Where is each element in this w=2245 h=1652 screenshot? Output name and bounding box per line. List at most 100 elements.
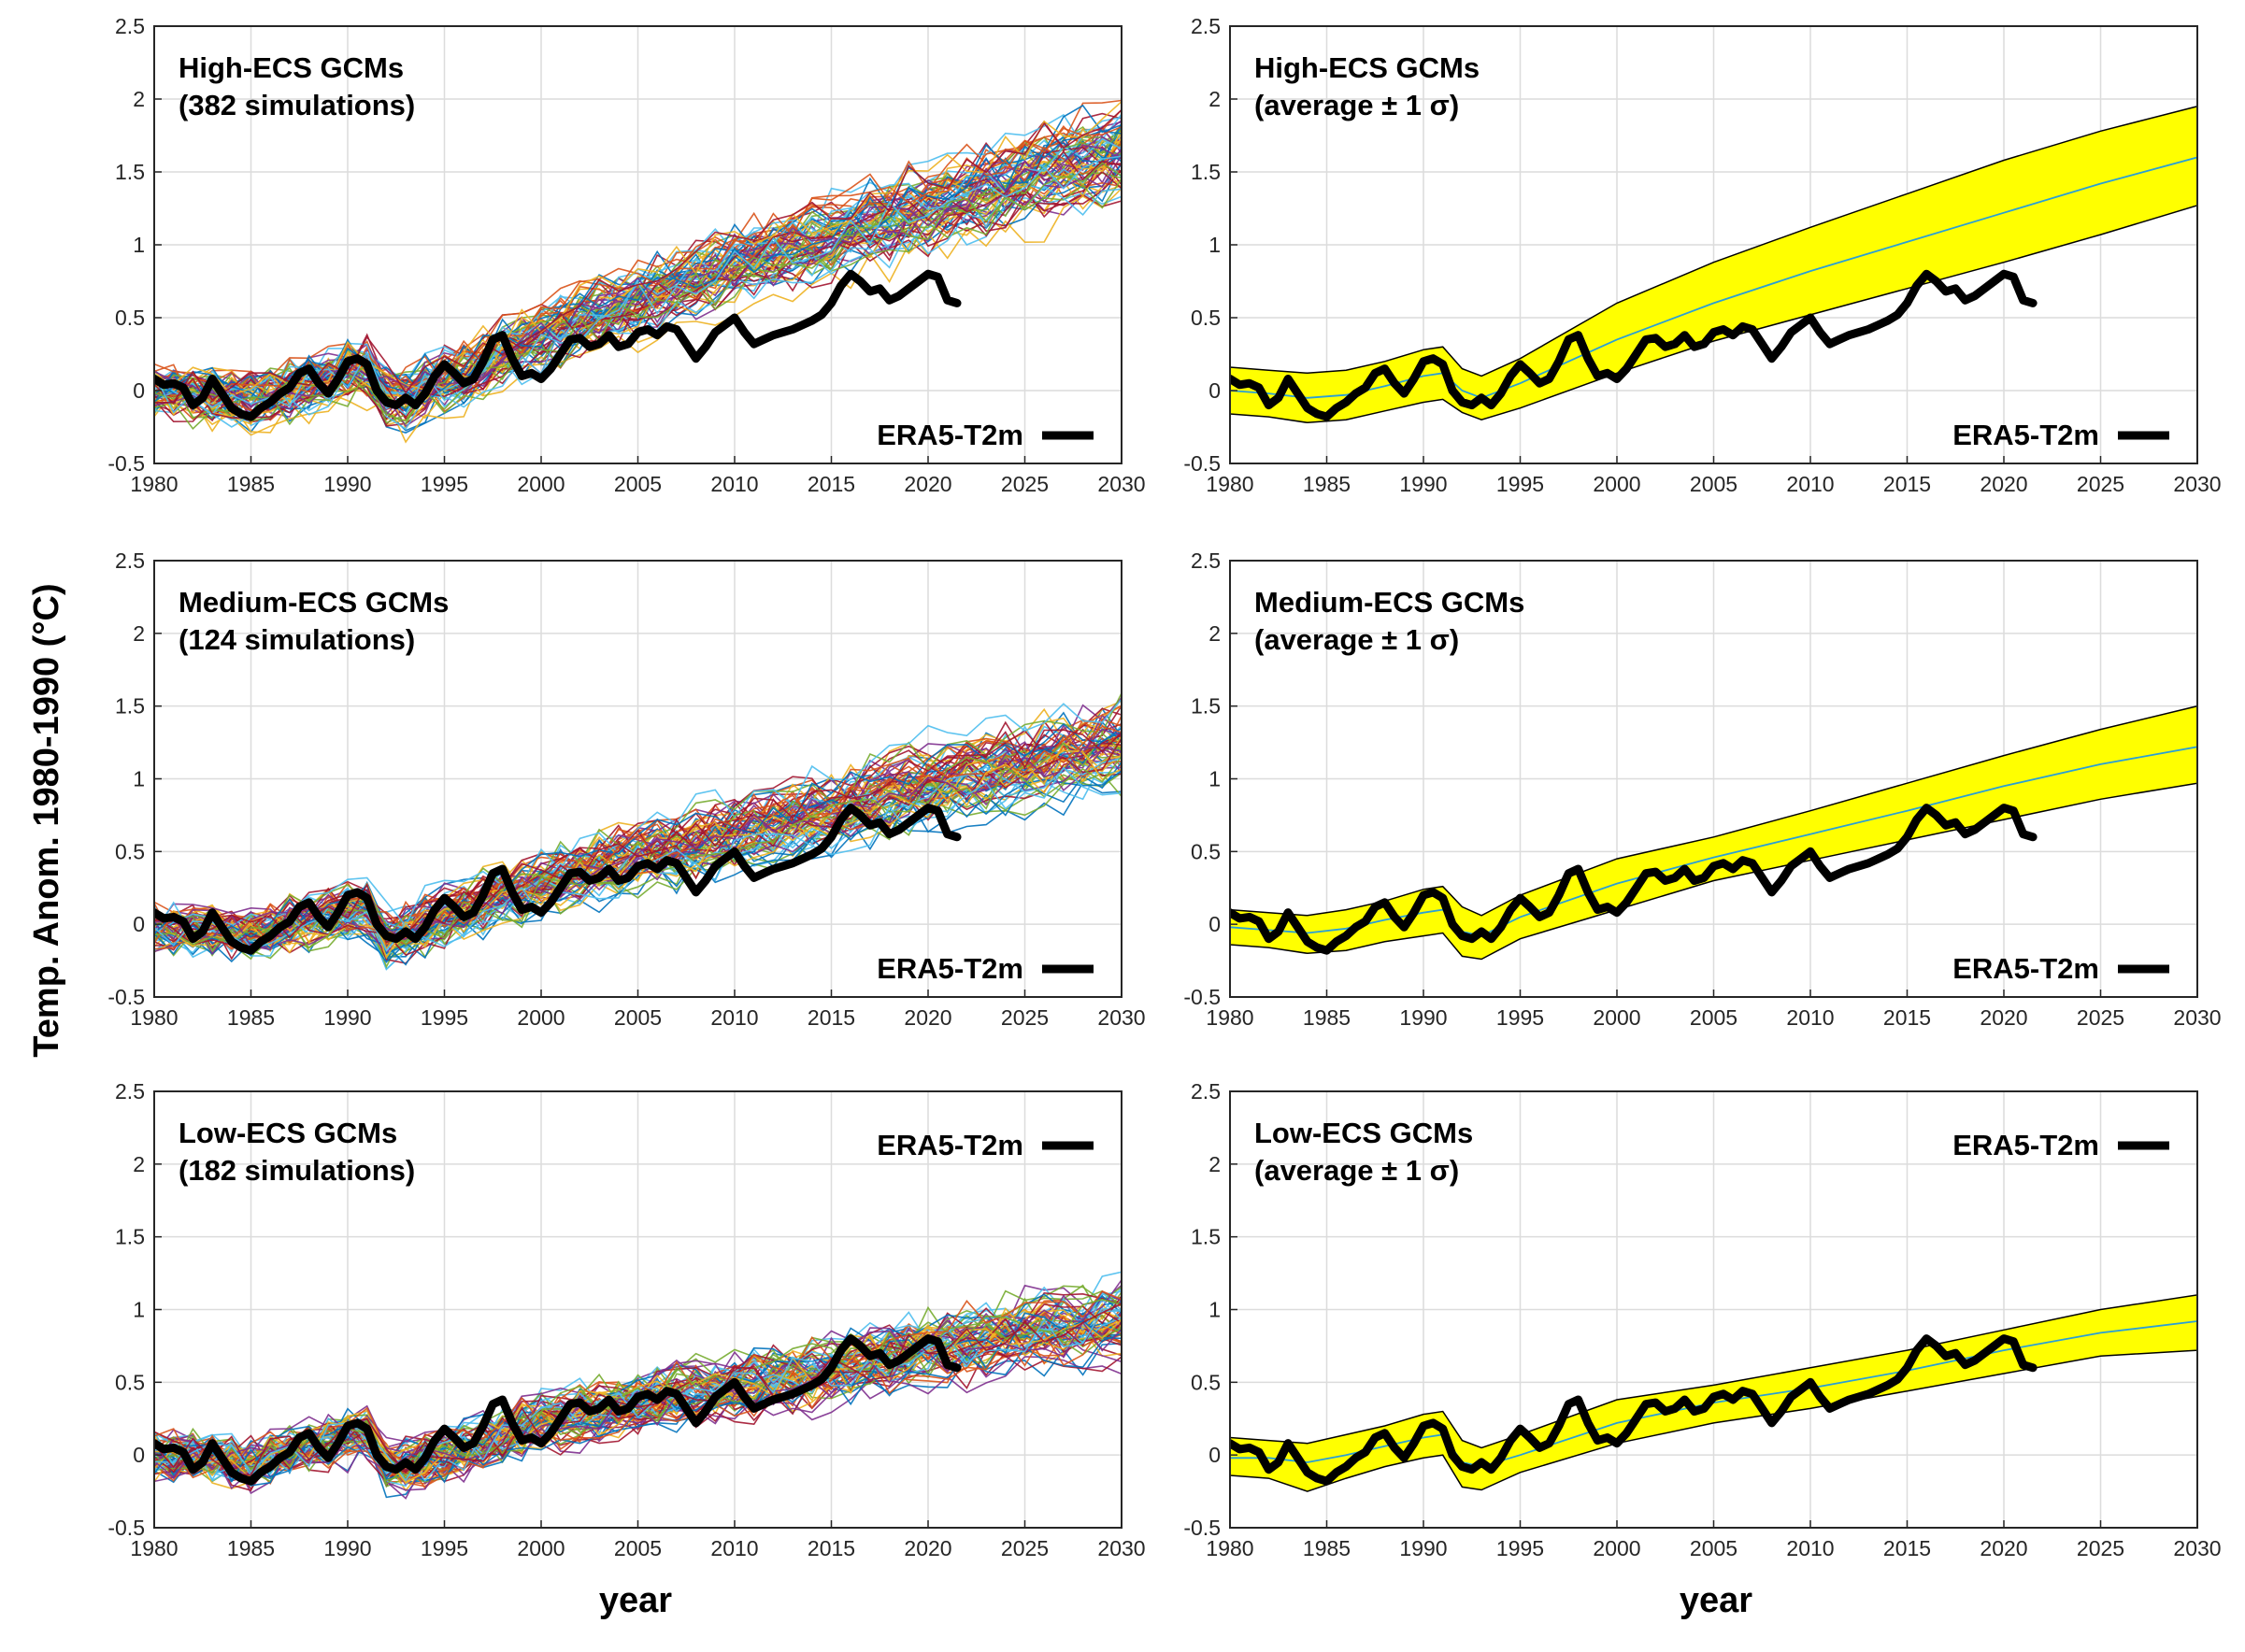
y-tick-label: 0 xyxy=(1208,912,1221,936)
y-tick-label: 1 xyxy=(133,1298,145,1322)
y-tick-label: 0.5 xyxy=(115,1370,145,1394)
x-axis-title-right: year xyxy=(1680,1581,1752,1620)
x-tick-label: 2005 xyxy=(614,1005,662,1030)
x-tick-label: 1995 xyxy=(1496,472,1544,496)
x-tick-label: 1980 xyxy=(130,1005,178,1030)
x-tick-label: 2015 xyxy=(808,472,855,496)
x-tick-label: 2010 xyxy=(1786,1536,1834,1560)
x-tick-label: 2025 xyxy=(1001,1005,1049,1030)
panel-title: Low-ECS GCMs (182 simulations) xyxy=(179,1117,415,1187)
panel-title-line: Medium-ECS GCMs xyxy=(1254,586,1524,619)
x-tick-label: 2020 xyxy=(904,1005,951,1030)
legend: ERA5-T2m xyxy=(1952,1129,2169,1161)
x-tick-label: 1980 xyxy=(130,472,178,496)
y-tick-label: -0.5 xyxy=(107,1516,145,1540)
simulation-line xyxy=(154,757,1122,948)
y-tick-label: 0.5 xyxy=(1191,839,1221,863)
x-tick-label: 1995 xyxy=(1496,1536,1544,1560)
legend-label: ERA5-T2m xyxy=(877,952,1023,985)
x-tick-label: 2010 xyxy=(1786,472,1834,496)
simulation-line xyxy=(154,1279,1122,1468)
x-tick-label: 1980 xyxy=(1206,1536,1253,1560)
x-tick-label: 1995 xyxy=(421,1536,468,1560)
y-tick-label: 1 xyxy=(1208,233,1221,257)
x-tick-label: 2030 xyxy=(2173,1005,2221,1030)
y-tick-label: 1.5 xyxy=(1191,1225,1221,1249)
y-tick-label: 1.5 xyxy=(115,160,145,184)
legend-label: ERA5-T2m xyxy=(1952,419,2099,451)
panel-title-line: (182 simulations) xyxy=(179,1154,415,1187)
x-tick-label: 2030 xyxy=(1097,1005,1145,1030)
simulation-line xyxy=(154,162,1122,422)
x-tick-label: 2020 xyxy=(1980,1536,2027,1560)
x-tick-label: 1990 xyxy=(1399,472,1447,496)
y-tick-label: 2 xyxy=(133,87,145,111)
x-tick-label: 1985 xyxy=(1303,472,1351,496)
x-tick-label: 2010 xyxy=(710,1536,758,1560)
simulation-line xyxy=(154,734,1122,958)
y-tick-label: 0 xyxy=(133,912,145,936)
tick-labels: 1980 1985 1990 1995 2000 2005 2010 2015 2020 2025… xyxy=(1183,1079,2221,1560)
x-tick-label: 2005 xyxy=(1690,1536,1737,1560)
x-tick-label: 2005 xyxy=(1690,1005,1737,1030)
legend-label: ERA5-T2m xyxy=(877,1129,1023,1161)
legend: ERA5-T2m xyxy=(877,1129,1094,1161)
y-tick-label: 0 xyxy=(1208,378,1221,403)
era5-observation-line xyxy=(1230,269,2038,421)
x-tick-label: 2025 xyxy=(2077,472,2124,496)
legend-label: ERA5-T2m xyxy=(877,419,1023,451)
y-tick-label: 2 xyxy=(133,621,145,646)
y-tick-label: 2.5 xyxy=(115,1079,145,1104)
x-tick-label: 1985 xyxy=(227,1536,275,1560)
x-tick-label: 2030 xyxy=(2173,472,2221,496)
x-tick-label: 2000 xyxy=(1593,472,1640,496)
x-tick-label: 2005 xyxy=(1690,472,1737,496)
panel-medium-ensemble: 1980 1985 1990 1995 2000 2005 2010 2015 2020 2025… xyxy=(107,548,1145,1030)
panel-title: Medium-ECS GCMs (average ± 1 σ) xyxy=(1254,586,1524,656)
y-axis-title-group: Temp. Anom. 1980-1990 (°C) xyxy=(27,583,66,1057)
y-tick-label: 1.5 xyxy=(1191,694,1221,719)
legend: ERA5-T2m xyxy=(1952,952,2169,985)
y-tick-label: -0.5 xyxy=(1183,985,1221,1009)
simulation-line xyxy=(154,705,1122,936)
y-tick-label: 2.5 xyxy=(115,14,145,38)
simulation-line xyxy=(154,99,1122,409)
x-tick-label: 1995 xyxy=(421,472,468,496)
simulation-line xyxy=(154,150,1122,417)
panel-title: Medium-ECS GCMs (124 simulations) xyxy=(179,586,449,656)
era5-observation-line xyxy=(154,269,962,421)
era5-observation-line xyxy=(154,1334,962,1486)
y-tick-label: 1 xyxy=(133,233,145,257)
panel-high-band: 1980 1985 1990 1995 2000 2005 2010 2015 2020 2025… xyxy=(1183,14,2221,496)
panel-title-line: Medium-ECS GCMs xyxy=(179,586,449,619)
x-tick-label: 2015 xyxy=(808,1005,855,1030)
x-tick-label: 2030 xyxy=(2173,1536,2221,1560)
x-tick-label: 1995 xyxy=(421,1005,468,1030)
panel-title-line: Low-ECS GCMs xyxy=(179,1117,397,1149)
x-tick-label: 1980 xyxy=(1206,1005,1253,1030)
y-tick-label: -0.5 xyxy=(107,985,145,1009)
x-tick-label: 1980 xyxy=(130,1536,178,1560)
y-tick-label: 2.5 xyxy=(115,548,145,573)
panel-title-line: High-ECS GCMs xyxy=(179,51,404,84)
x-tick-label: 2025 xyxy=(2077,1536,2124,1560)
x-tick-label: 2015 xyxy=(1883,1005,1931,1030)
panels: 1980 1985 1990 1995 2000 2005 2010 2015 2020 2025… xyxy=(107,14,2221,1560)
x-tick-label: 2025 xyxy=(1001,472,1049,496)
data-layer xyxy=(1230,106,2197,424)
x-tick-label: 1990 xyxy=(1399,1536,1447,1560)
panel-low-ensemble: 1980 1985 1990 1995 2000 2005 2010 2015 2020 2025… xyxy=(107,1079,1145,1560)
legend: ERA5-T2m xyxy=(1952,419,2169,451)
simulation-line xyxy=(154,1332,1122,1487)
simulation-line xyxy=(154,1309,1122,1473)
x-tick-label: 2005 xyxy=(614,472,662,496)
simulation-line xyxy=(154,1293,1122,1468)
legend-label: ERA5-T2m xyxy=(1952,952,2099,985)
panel-low-band: 1980 1985 1990 1995 2000 2005 2010 2015 2020 2025… xyxy=(1183,1079,2221,1560)
panel-title-line: (average ± 1 σ) xyxy=(1254,89,1459,121)
y-axis-title: Temp. Anom. 1980-1990 (°C) xyxy=(27,583,66,1057)
y-tick-label: 0.5 xyxy=(115,839,145,863)
y-tick-label: 0 xyxy=(133,378,145,403)
x-tick-label: 1990 xyxy=(323,1536,371,1560)
